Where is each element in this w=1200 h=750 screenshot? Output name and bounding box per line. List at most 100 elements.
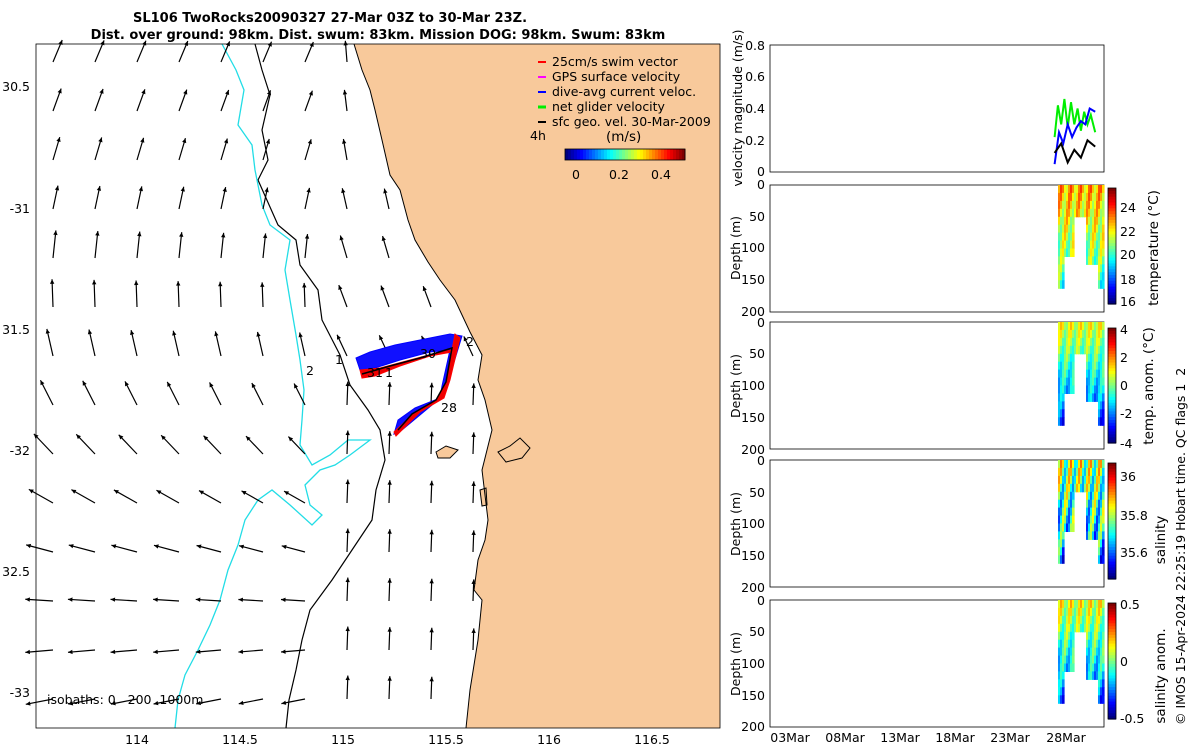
section-cell xyxy=(1074,607,1077,617)
section-cell xyxy=(1060,361,1063,371)
section-cell xyxy=(1060,679,1063,688)
section-cell xyxy=(1058,248,1061,257)
section-cell xyxy=(1088,329,1091,339)
section-cell xyxy=(1060,475,1063,485)
section-cell xyxy=(1102,393,1105,402)
section-cell xyxy=(1066,600,1069,609)
velocity-arrowhead xyxy=(463,336,468,342)
section-cell xyxy=(1102,483,1105,493)
section-cell xyxy=(1100,240,1103,250)
velocity-arrowhead xyxy=(153,597,158,602)
section-cell xyxy=(1062,192,1065,202)
colorbar-cell xyxy=(628,149,632,160)
colorbar-cell xyxy=(1108,515,1116,519)
colorbar-cell xyxy=(1108,251,1116,256)
section-cell xyxy=(1062,329,1065,339)
section-cell xyxy=(1066,322,1069,331)
section-cell xyxy=(1064,600,1067,609)
vel-y-tick: 0.4 xyxy=(745,101,765,116)
section-cell xyxy=(1086,663,1089,672)
time-label: 4h xyxy=(530,128,546,143)
section-cell xyxy=(1100,385,1103,394)
section-cell xyxy=(1102,240,1105,250)
velocity-series xyxy=(1053,98,1097,166)
section-cell xyxy=(1100,671,1103,680)
section-cell xyxy=(1058,607,1061,617)
colorbar-cell xyxy=(1108,506,1116,510)
section-cell xyxy=(1068,631,1071,641)
colorbar-cell xyxy=(1108,532,1116,537)
section-cell xyxy=(1090,467,1093,477)
section-cell xyxy=(1102,224,1105,234)
map-x-tick: 114.5 xyxy=(222,732,258,747)
colorbar-cell xyxy=(658,149,662,160)
section-cell xyxy=(1090,256,1093,265)
section-cell xyxy=(1098,475,1101,485)
colorbar-cell xyxy=(1108,289,1116,293)
section-cell xyxy=(1058,393,1061,402)
section-cell xyxy=(1084,208,1087,218)
section-cell xyxy=(1082,337,1085,347)
section-cell xyxy=(1068,377,1071,387)
section-cell xyxy=(1064,216,1067,226)
velocity-arrowhead xyxy=(218,281,223,287)
section-cell xyxy=(1064,523,1067,532)
section-cell xyxy=(1074,475,1077,485)
velocity-arrowhead xyxy=(198,490,204,495)
section-cell xyxy=(1078,345,1081,355)
velocity-arrowhead xyxy=(50,279,55,284)
section-cell xyxy=(1092,623,1095,633)
section-cell xyxy=(1080,345,1083,355)
section-cell xyxy=(1090,460,1093,469)
section-cell xyxy=(1066,345,1069,355)
section-cell xyxy=(1086,483,1089,493)
section-cell xyxy=(1068,248,1071,257)
section-cell xyxy=(1102,369,1105,379)
section-cell xyxy=(1072,208,1075,218)
section-cell xyxy=(1094,345,1097,355)
colorbar-cell xyxy=(1108,205,1116,209)
section-cell xyxy=(1102,329,1105,339)
colorbar-cell xyxy=(1108,611,1116,616)
section-cell xyxy=(1070,499,1073,509)
section-cell xyxy=(1078,623,1081,633)
section-cell xyxy=(1068,615,1071,625)
section-cell xyxy=(1094,615,1097,625)
section-cell xyxy=(1094,224,1097,234)
section-cell xyxy=(1096,523,1099,532)
section-cell xyxy=(1066,499,1069,509)
section-cell xyxy=(1068,224,1071,234)
temperature-panel: 0 50 100 150 200 Depth (m) 16 18 20 22 2… xyxy=(728,177,1162,319)
section-cell xyxy=(1096,607,1099,617)
section-cell xyxy=(1102,507,1105,517)
section-cell xyxy=(1088,663,1091,672)
velocity-arrowhead xyxy=(298,332,303,338)
colorbar-cell xyxy=(1108,208,1116,212)
velocity-arrowhead xyxy=(306,187,311,193)
section-cell xyxy=(1064,483,1067,493)
section-cell xyxy=(1068,192,1071,202)
section-cell xyxy=(1096,663,1099,672)
temp-y-tick: 50 xyxy=(749,209,765,224)
section-cell xyxy=(1064,248,1067,257)
section-cell xyxy=(1094,208,1097,218)
section-cell xyxy=(1096,483,1099,493)
section-cell xyxy=(1102,647,1105,657)
section-cell xyxy=(1062,639,1065,649)
velocity-arrowhead xyxy=(113,489,119,495)
section-cell xyxy=(1070,663,1073,672)
section-cell xyxy=(1070,353,1073,363)
sal-y-tick: 50 xyxy=(749,485,765,500)
section-cell xyxy=(1082,460,1085,469)
velocity-vector xyxy=(94,230,99,259)
colorbar-cell xyxy=(1108,283,1116,288)
section-cell xyxy=(1072,216,1075,226)
colorbar-cell xyxy=(652,149,656,160)
section-cell xyxy=(1092,256,1095,265)
colorbar-cell xyxy=(565,149,569,160)
section-cell xyxy=(1058,507,1061,517)
section-cell xyxy=(1086,385,1089,394)
section-cell xyxy=(1100,499,1103,509)
colorbar-cell xyxy=(1108,399,1116,404)
vel-y-tick: 0 xyxy=(757,164,765,179)
